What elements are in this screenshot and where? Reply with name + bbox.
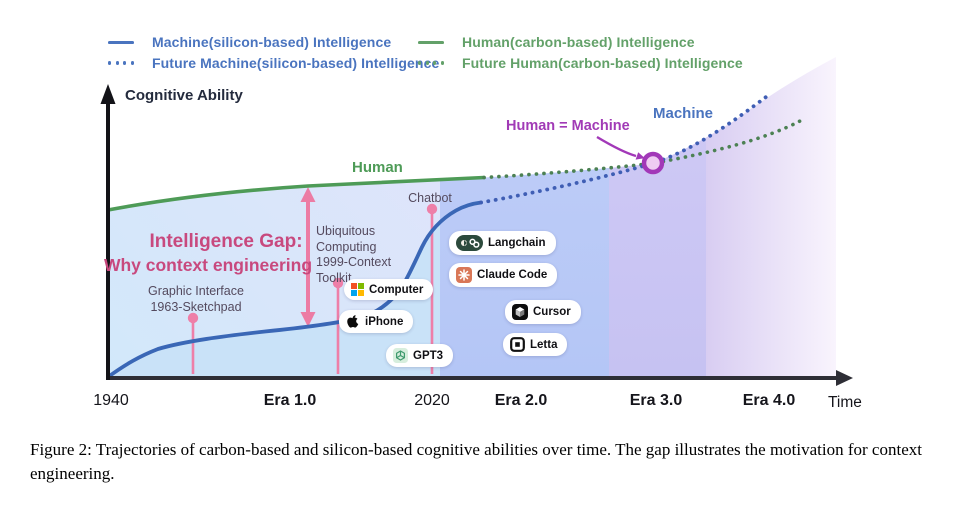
badge-label: Claude Code	[477, 269, 548, 281]
human-dotted-line-swatch	[418, 61, 448, 65]
ubicomp-annotation: Ubiquitous Computing 1999-Context Toolki…	[316, 224, 391, 286]
tick-2020: 2020	[414, 392, 450, 409]
legend-human-future: Future Human(carbon-based) Intelligence	[418, 54, 743, 72]
intersection-pointer-arrow	[596, 135, 645, 160]
figure-caption: Figure 2: Trajectories of carbon-based a…	[30, 440, 922, 484]
sketchpad-line1: Graphic Interface	[148, 284, 244, 298]
chatbot-label: Chatbot	[408, 191, 452, 205]
legend-label: Human(carbon-based) Intelligence	[462, 34, 695, 50]
claude-icon	[456, 267, 472, 283]
intersection-marker	[641, 151, 665, 175]
langchain-icon	[456, 235, 483, 251]
chart-canvas	[100, 57, 853, 386]
x-axis-label: Time	[828, 394, 862, 411]
badge-iphone: iPhone	[339, 310, 414, 333]
y-axis-label: Cognitive Ability	[125, 87, 243, 104]
human-solid-curve	[106, 175, 486, 212]
badge-label: Cursor	[533, 306, 571, 318]
chatbot-pin-head	[426, 203, 438, 215]
ubicomp-line4: Toolkit	[316, 270, 352, 285]
ubicomp-line2: Computing	[316, 239, 377, 254]
human-curve-label: Human	[352, 159, 403, 176]
legend-human-solid: Human(carbon-based) Intelligence	[418, 33, 743, 51]
tick-era4: Era 4.0	[742, 392, 796, 409]
openai-icon	[393, 348, 408, 363]
badge-label: Letta	[530, 338, 558, 351]
badge-cursor: Cursor	[505, 300, 581, 324]
legend-label: Future Human(carbon-based) Intelligence	[462, 55, 743, 71]
windows-icon	[351, 283, 364, 296]
machine-area-fill	[108, 219, 440, 380]
legend-label: Machine(silicon-based) Intelligence	[152, 34, 392, 50]
cursor-icon	[512, 304, 528, 320]
machine-dotted-line-swatch	[108, 61, 138, 65]
badge-langchain: Langchain	[449, 231, 556, 255]
axes	[100, 84, 853, 386]
ubicomp-line1: Ubiquitous	[316, 224, 376, 238]
y-axis-arrowhead	[100, 84, 116, 104]
badge-letta: Letta	[503, 333, 568, 356]
tick-1940: 1940	[93, 392, 129, 409]
legend-human-column: Human(carbon-based) Intelligence Future …	[418, 33, 743, 72]
gap-arrow	[300, 187, 316, 327]
legend-machine-solid: Machine(silicon-based) Intelligence	[108, 33, 439, 51]
legend-machine-future: Future Machine(silicon-based) Intelligen…	[108, 54, 439, 72]
badge-label: iPhone	[365, 315, 404, 328]
human-equals-machine-label: Human = Machine	[506, 118, 630, 134]
legend-label: Future Machine(silicon-based) Intelligen…	[152, 55, 440, 71]
badge-label: Langchain	[488, 237, 546, 249]
tick-era2: Era 2.0	[494, 392, 548, 409]
badge-gpt3: GPT3	[386, 344, 454, 367]
tick-era3: Era 3.0	[629, 392, 683, 409]
gap-title: Intelligence Gap:	[149, 231, 303, 252]
machine-solid-line-swatch	[108, 40, 138, 44]
ubicomp-line3: 1999-Context	[316, 255, 392, 269]
sketchpad-annotation: Graphic Interface 1963-Sketchpad	[148, 284, 244, 315]
sketchpad-pin-head	[187, 312, 199, 324]
badge-computer: Computer	[344, 279, 434, 300]
sketchpad-line2: 1963-Sketchpad	[150, 299, 242, 314]
badge-claude-code: Claude Code	[449, 263, 558, 287]
ubicomp-pin-head	[332, 277, 344, 289]
legend-machine-column: Machine(silicon-based) Intelligence Futu…	[108, 33, 439, 72]
machine-curve-label: Machine	[653, 105, 714, 122]
tick-era1: Era 1.0	[263, 392, 317, 409]
badge-label: GPT3	[413, 349, 444, 362]
human-solid-line-swatch	[418, 40, 448, 44]
badge-label: Computer	[369, 283, 424, 296]
x-axis-arrowhead	[836, 370, 853, 386]
gap-subtitle: Why context engineering	[103, 255, 313, 275]
letta-icon	[510, 337, 525, 352]
apple-icon	[347, 315, 359, 328]
